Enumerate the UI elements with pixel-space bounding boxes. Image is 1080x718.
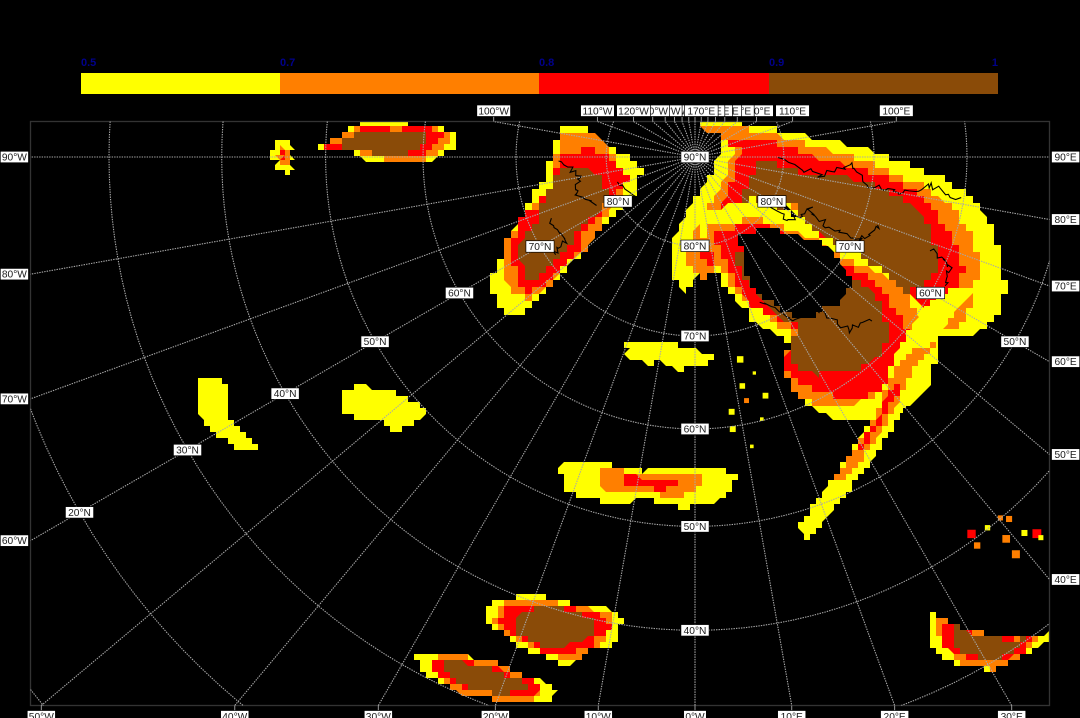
svg-text:60°N: 60°N [684, 424, 707, 435]
svg-text:50°N: 50°N [1004, 337, 1027, 348]
svg-text:60°N: 60°N [448, 288, 471, 299]
svg-text:80°N: 80°N [761, 197, 784, 208]
svg-text:120°W: 120°W [618, 106, 649, 117]
svg-text:170°E: 170°E [687, 106, 715, 117]
svg-text:10°E: 10°E [781, 712, 803, 718]
svg-text:0.5: 0.5 [81, 57, 96, 69]
svg-text:30°E: 30°E [1001, 712, 1023, 718]
svg-text:0.9: 0.9 [769, 57, 784, 69]
svg-text:30°N: 30°N [176, 446, 199, 457]
svg-text:20°E: 20°E [884, 712, 906, 718]
svg-text:80°N: 80°N [607, 197, 630, 208]
svg-text:20°N: 20°N [68, 508, 91, 519]
svg-text:0°W: 0°W [685, 712, 705, 718]
svg-text:70°W: 70°W [2, 394, 27, 405]
svg-text:40°N: 40°N [274, 389, 297, 400]
svg-text:40°N: 40°N [684, 626, 707, 637]
svg-text:70°E: 70°E [1054, 282, 1076, 293]
svg-text:30°W: 30°W [366, 712, 391, 718]
svg-text:40°W: 40°W [222, 712, 247, 718]
svg-text:50°N: 50°N [364, 337, 387, 348]
svg-text:0.8: 0.8 [539, 57, 554, 69]
svg-text:80°N: 80°N [684, 241, 707, 252]
svg-text:60°W: 60°W [2, 536, 27, 547]
svg-text:10°W: 10°W [586, 712, 611, 718]
svg-text:50°N: 50°N [684, 522, 707, 533]
svg-text:50°E: 50°E [1054, 450, 1076, 461]
svg-text:80°E: 80°E [1054, 215, 1076, 226]
svg-text:90°N: 90°N [684, 153, 707, 164]
svg-text:100°W: 100°W [478, 106, 509, 117]
svg-text:60°E: 60°E [1054, 357, 1076, 368]
svg-text:110°E: 110°E [779, 106, 806, 117]
svg-text:80°W: 80°W [2, 270, 27, 281]
svg-text:70°N: 70°N [684, 331, 707, 342]
svg-text:1: 1 [992, 57, 998, 69]
svg-text:70°N: 70°N [529, 242, 552, 253]
svg-text:40°E: 40°E [1054, 575, 1076, 586]
svg-text:100°E: 100°E [882, 106, 910, 117]
svg-text:70°N: 70°N [839, 242, 862, 253]
svg-text:90°W: 90°W [2, 153, 27, 164]
svg-text:50°W: 50°W [29, 712, 54, 718]
svg-text:90°E: 90°E [1054, 153, 1076, 164]
svg-text:60°N: 60°N [919, 288, 942, 299]
svg-text:20°W: 20°W [483, 712, 508, 718]
svg-text:0.7: 0.7 [280, 57, 295, 69]
svg-text:110°W: 110°W [582, 106, 612, 117]
